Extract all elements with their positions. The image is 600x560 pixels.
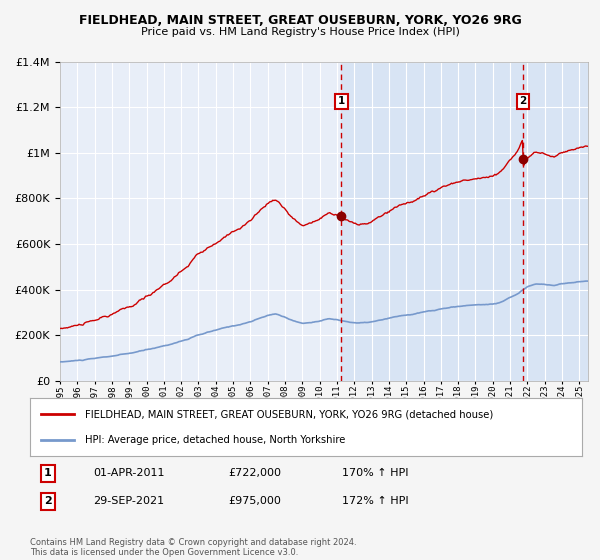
Text: Price paid vs. HM Land Registry's House Price Index (HPI): Price paid vs. HM Land Registry's House …: [140, 27, 460, 37]
Text: HPI: Average price, detached house, North Yorkshire: HPI: Average price, detached house, Nort…: [85, 435, 346, 445]
Text: £722,000: £722,000: [228, 468, 281, 478]
Text: 29-SEP-2021: 29-SEP-2021: [93, 496, 164, 506]
Text: £975,000: £975,000: [228, 496, 281, 506]
Text: 170% ↑ HPI: 170% ↑ HPI: [342, 468, 409, 478]
Text: 2: 2: [520, 96, 527, 106]
Text: 2: 2: [44, 496, 52, 506]
Text: Contains HM Land Registry data © Crown copyright and database right 2024.
This d: Contains HM Land Registry data © Crown c…: [30, 538, 356, 557]
Text: 172% ↑ HPI: 172% ↑ HPI: [342, 496, 409, 506]
Text: FIELDHEAD, MAIN STREET, GREAT OUSEBURN, YORK, YO26 9RG: FIELDHEAD, MAIN STREET, GREAT OUSEBURN, …: [79, 14, 521, 27]
Text: FIELDHEAD, MAIN STREET, GREAT OUSEBURN, YORK, YO26 9RG (detached house): FIELDHEAD, MAIN STREET, GREAT OUSEBURN, …: [85, 409, 493, 419]
Text: 1: 1: [338, 96, 345, 106]
Bar: [341, 62, 600, 381]
Text: 01-APR-2011: 01-APR-2011: [93, 468, 164, 478]
Text: 1: 1: [44, 468, 52, 478]
